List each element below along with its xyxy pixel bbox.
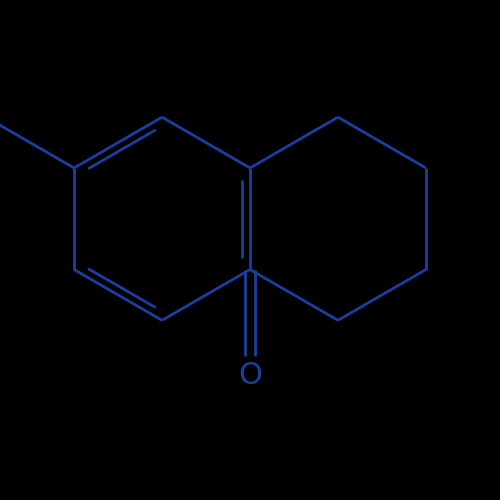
Text: O: O [238,361,262,390]
